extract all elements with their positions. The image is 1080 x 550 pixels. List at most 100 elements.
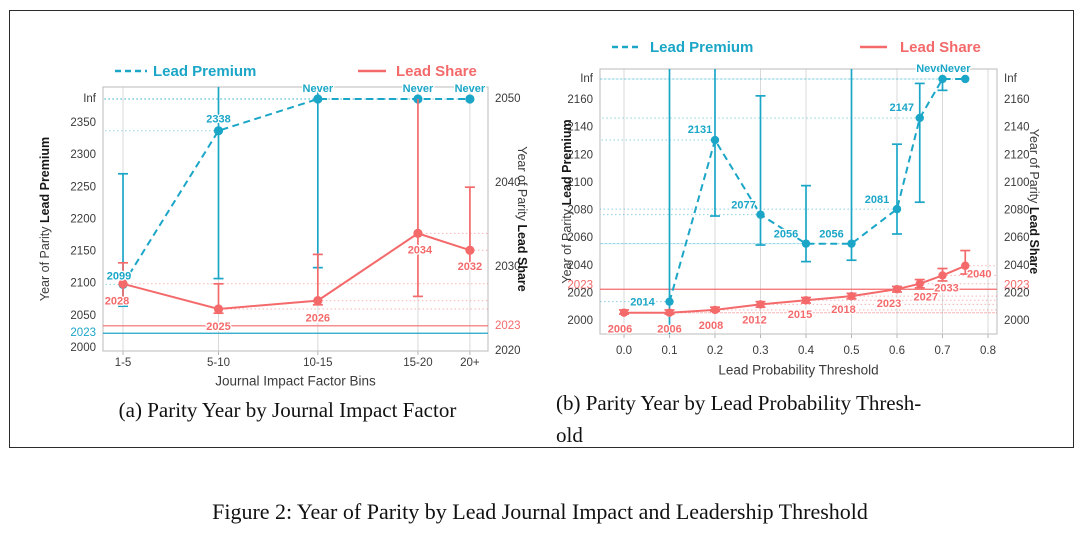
point-label: 2034 (408, 244, 433, 256)
legend-premium-label: Lead Premium (650, 39, 753, 56)
y-tick-label: 2060 (567, 232, 593, 244)
subcaption-a: (a) Parity Year by Journal Impact Factor (118, 398, 457, 422)
data-point (710, 135, 720, 145)
legend-share-label: Lead Share (900, 39, 981, 56)
y-tick-label: 2160 (1004, 94, 1030, 106)
y-tick-label: 2350 (70, 117, 96, 129)
y-axis-title-right: Year of Parity Lead Share (515, 146, 529, 291)
reference-label: 2023 (70, 327, 96, 339)
y-tick-label: 2030 (495, 261, 521, 273)
point-label: Never (940, 63, 971, 75)
point-label: 2338 (206, 114, 230, 126)
data-point (801, 239, 811, 248)
legend-premium-label: Lead Premium (153, 63, 256, 80)
data-point (665, 308, 674, 317)
point-label: 2027 (914, 292, 938, 304)
data-point (465, 245, 475, 255)
y-tick-label-inf: Inf (580, 73, 594, 85)
y-tick-label-inf: Inf (83, 93, 97, 105)
point-label: 2033 (934, 282, 958, 294)
point-label: 2015 (788, 309, 812, 321)
y-tick-label: 2050 (70, 310, 96, 322)
x-tick-label: 5-10 (207, 357, 230, 369)
figure-border-box: 1-5 5-10 10-15 15-20 20+ 2023 2023 2099 2338 Neve… (9, 10, 1074, 448)
y-tick-label: 2050 (495, 93, 521, 105)
y-axis-title-left: Year of Parity Lead Premium (38, 137, 52, 301)
data-point (892, 285, 902, 294)
chart-b: 0.0 0.1 0.2 0.3 0.4 0.5 0.6 0.7 0.8 2023 2023 2014 2… (560, 39, 1041, 378)
point-label: 2131 (688, 124, 712, 136)
data-point (756, 210, 765, 219)
y-tick-label: 2140 (1004, 122, 1030, 134)
data-point (665, 297, 674, 306)
data-point (892, 204, 902, 214)
y-tick-label: 2120 (1004, 149, 1030, 161)
data-point (619, 308, 629, 317)
legend-share-label: Lead Share (396, 63, 477, 80)
y-tick-label: 2040 (1004, 260, 1030, 272)
x-tick-label: 1-5 (115, 357, 132, 369)
point-label: Never (403, 83, 434, 95)
x-tick-label: 0.7 (935, 345, 951, 357)
y-tick-label: 2140 (567, 122, 593, 134)
y-tick-label: 2000 (1004, 315, 1030, 327)
y-tick-label: 2150 (70, 246, 96, 258)
y-tick-label: 2020 (495, 345, 521, 357)
data-point (756, 300, 765, 309)
reference-label: 2023 (495, 320, 521, 332)
y-tick-label: 2080 (567, 205, 593, 217)
x-tick-label: 10-15 (303, 357, 332, 369)
data-point (118, 279, 128, 289)
point-label: 2018 (831, 304, 855, 316)
point-label: Never (455, 83, 486, 95)
point-label: 2026 (306, 313, 330, 325)
x-tick-label: 20+ (460, 357, 480, 369)
data-point (465, 94, 475, 104)
figure-caption: Figure 2: Year of Parity by Lead Journal… (212, 499, 868, 524)
x-tick-label: 0.0 (616, 345, 632, 357)
subcaption-b: (b) Parity Year by Lead Probability Thre… (556, 387, 1068, 451)
series-line (668, 78, 966, 302)
plot-border (102, 86, 489, 352)
series-line (624, 264, 966, 314)
plot-border (599, 68, 998, 335)
data-point (847, 239, 856, 248)
x-tick-label: 0.4 (798, 345, 815, 357)
y-tick-label: 2080 (1004, 205, 1030, 217)
point-label: 2081 (865, 194, 889, 206)
data-point (847, 291, 856, 301)
point-label: 2077 (731, 200, 755, 212)
point-label: 2099 (107, 270, 131, 282)
point-label: 2025 (206, 321, 230, 333)
x-tick-label: 0.6 (889, 345, 905, 357)
data-point (710, 305, 720, 315)
data-point (938, 74, 947, 84)
series-line (122, 98, 470, 285)
data-point (915, 279, 924, 288)
data-point (961, 74, 970, 84)
data-point (801, 296, 811, 305)
point-label: 2012 (742, 314, 766, 326)
point-label: 2014 (630, 297, 655, 309)
data-point (213, 126, 224, 136)
y-tick-label: 2040 (495, 177, 521, 189)
y-axis-title-right: Year of Parity Lead Share (1027, 129, 1041, 274)
y-tick-label: 2120 (567, 149, 593, 161)
data-point (915, 113, 924, 123)
data-point (313, 296, 323, 306)
y-tick-label: 2000 (70, 342, 96, 354)
y-tick-label: 2020 (1004, 287, 1030, 299)
x-tick-label: 0.2 (707, 345, 723, 357)
subcaption-b-line1: (b) Parity Year by Lead Probability Thre… (556, 391, 922, 415)
point-label: Never (303, 83, 334, 95)
x-axis-title: Journal Impact Factor Bins (215, 374, 376, 389)
data-point (413, 228, 423, 238)
point-label: 2032 (458, 261, 482, 273)
x-tick-label: 15-20 (403, 357, 432, 369)
point-label: Never (916, 63, 947, 75)
data-point (313, 94, 323, 104)
y-tick-label-inf: Inf (1004, 73, 1018, 85)
point-label: 2008 (699, 320, 723, 332)
point-label: 2056 (819, 229, 843, 241)
